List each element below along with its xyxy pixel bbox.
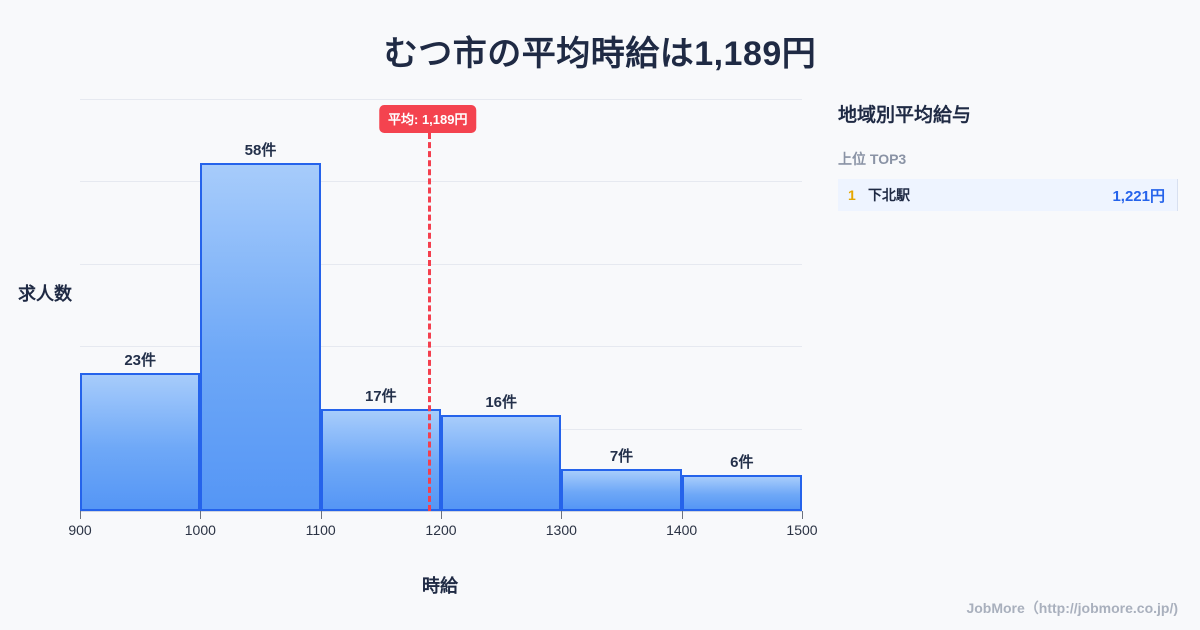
histogram-chart: 23件 58件 17件 16件 7件 6件 900 1000 1100 1200 1300 1400… (18, 99, 818, 596)
histogram-bar (80, 372, 201, 511)
rank-row[interactable]: 1 下北駅 1,221円 (838, 179, 1178, 211)
rank-area-name: 下北駅 (868, 187, 910, 203)
gridline (80, 99, 802, 100)
gridline (80, 181, 802, 183)
x-axis-tick (681, 511, 683, 519)
x-axis-tick (320, 511, 322, 519)
regional-average-panel: 地域別平均給与 上位 TOP3 1 下北駅 1,221円 (838, 100, 1178, 211)
histogram-bar (681, 474, 802, 511)
side-panel-subtitle: 上位 TOP3 (838, 151, 907, 167)
rank-list: 1 下北駅 1,221円 (838, 179, 1178, 211)
x-axis-tick-label: 1300 (545, 522, 577, 538)
x-axis-tick (80, 511, 81, 519)
bar-value-label: 23件 (124, 351, 156, 369)
y-axis-title: 求人数 (18, 284, 72, 304)
x-axis-tick (200, 511, 202, 519)
x-axis-tick-label: 900 (68, 522, 92, 538)
bar-value-label: 17件 (364, 387, 397, 405)
x-axis-tick (441, 511, 442, 519)
gridline (80, 263, 802, 265)
page-title: むつ市の平均時給は1,189円 (383, 35, 817, 73)
histogram-bar (200, 162, 321, 511)
x-axis-tick-label: 1100 (305, 522, 336, 538)
rank-wage-value: 1,221円 (1112, 187, 1165, 205)
x-axis-title: 時給 (422, 576, 458, 596)
rank-number: 1 (848, 187, 856, 203)
bar-value-label: 58件 (244, 141, 277, 159)
bar-value-label: 16件 (485, 393, 517, 411)
bar-value-label: 7件 (609, 447, 634, 465)
histogram-bar (320, 408, 441, 511)
average-line (427, 133, 431, 511)
x-axis-tick-label: 1200 (425, 522, 457, 538)
bar-value-label: 6件 (730, 453, 754, 471)
x-axis-tick (561, 511, 563, 519)
average-badge: 平均: 1,189円 (379, 105, 477, 133)
footer-watermark: JobMore（http://jobmore.co.jp/) (966, 600, 1178, 616)
histogram-bar (441, 414, 562, 511)
side-panel-title: 地域別平均給与 (838, 105, 972, 126)
gridline (80, 346, 802, 348)
histogram-bar (561, 468, 682, 511)
x-axis-tick-label: 1500 (786, 522, 818, 538)
x-axis-tick-label: 1000 (184, 522, 216, 538)
x-axis-tick (802, 511, 803, 519)
plot-area: 23件 58件 17件 16件 7件 6件 (80, 99, 802, 511)
x-axis-tick-label: 1400 (666, 522, 698, 538)
